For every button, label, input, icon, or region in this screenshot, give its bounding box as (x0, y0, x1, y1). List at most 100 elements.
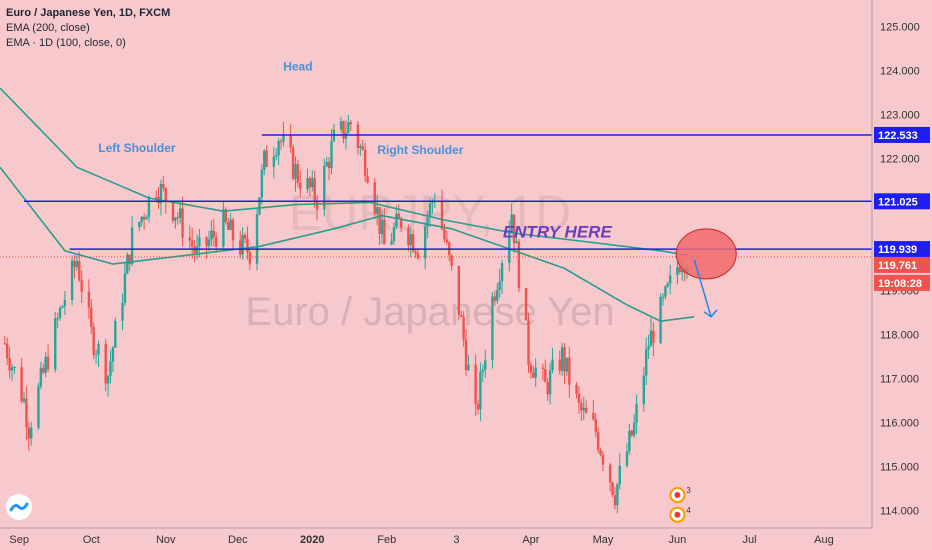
candle-body (390, 240, 393, 245)
candle-body (39, 367, 43, 387)
candle-body (73, 260, 76, 268)
candle-body (162, 184, 165, 189)
candle-body (70, 260, 74, 301)
candle-body (114, 320, 117, 348)
candle-body (676, 267, 679, 276)
candle-body (496, 289, 499, 301)
level-price-tag: 119.939 (878, 244, 917, 256)
candle-body (373, 182, 376, 214)
candle-body (282, 134, 285, 142)
symbol-title[interactable]: Euro / Japanese Yen, 1D, FXCM (6, 7, 171, 19)
y-tick-label: 124.000 (880, 65, 920, 77)
candle-body (330, 141, 333, 169)
candle-body (248, 252, 252, 264)
candle-body (291, 147, 295, 179)
pattern-annotation: Left Shoulder (98, 141, 176, 155)
candle-body (440, 201, 444, 230)
x-tick-label: Oct (83, 534, 100, 546)
entry-circle (675, 228, 737, 280)
indicator-ema-200[interactable]: EMA (200, close) (6, 22, 90, 34)
candle-body (147, 196, 151, 218)
candle-body (349, 122, 352, 125)
x-tick-label: Sep (9, 534, 29, 546)
candle-body (392, 227, 396, 241)
candle-body (426, 217, 429, 227)
candle-body (176, 217, 179, 219)
candle-body (647, 346, 650, 350)
candle-body (512, 214, 516, 244)
candle-body (618, 465, 621, 485)
candle-body (78, 261, 81, 281)
candle-body (584, 407, 588, 413)
countdown-tag: 19:08:28 (878, 278, 922, 290)
candle-body (361, 146, 364, 150)
candle-body (90, 307, 93, 327)
candle-body (659, 296, 662, 344)
candle-body (580, 402, 583, 411)
x-tick-label: Dec (228, 534, 248, 546)
candle-body (258, 197, 261, 215)
candle-body (541, 367, 545, 369)
y-tick-label: 122.000 (880, 153, 920, 165)
candle-body (399, 218, 403, 228)
level-price-tag-bg (874, 241, 930, 258)
candle-body (582, 407, 585, 411)
candle-body (325, 161, 328, 166)
chart-legend: Euro / Japanese Yen, 1D, FXCM EMA (200, … (6, 6, 170, 51)
candle-body (678, 267, 682, 273)
x-tick-label: Aug (814, 534, 834, 546)
candle-body (229, 219, 232, 230)
candle-body (484, 360, 487, 370)
y-tick-label: 123.000 (880, 109, 920, 121)
candle-body (669, 275, 672, 284)
candle-body (10, 367, 14, 371)
candle-body (416, 253, 420, 259)
tradingview-logo[interactable] (6, 494, 32, 520)
candle-body (130, 227, 134, 265)
candle-body (344, 132, 348, 139)
candle-body (366, 176, 369, 183)
last-price-tag: 119.761 (878, 260, 917, 272)
candle-body (97, 344, 100, 355)
y-tick-label: 117.000 (880, 373, 919, 385)
candle-body (44, 356, 47, 373)
candle-body (498, 281, 501, 290)
candle-body (126, 254, 129, 274)
candle-body (517, 241, 521, 289)
x-tick-label: 2020 (300, 534, 324, 546)
candle-body (409, 234, 412, 245)
candle-body (632, 422, 636, 436)
candle-body (423, 226, 427, 259)
candle-body (198, 237, 201, 247)
candle-body (491, 296, 494, 361)
candle-body (54, 318, 57, 370)
candle-body (111, 347, 115, 362)
x-tick-label: Feb (377, 534, 396, 546)
candle-body (231, 219, 235, 241)
candle-body (548, 370, 552, 395)
candle-body (222, 209, 225, 247)
candle-body (380, 219, 384, 235)
candle-body (347, 122, 350, 133)
candle-body (532, 372, 535, 378)
candle-body (378, 207, 381, 235)
candle-body (214, 237, 218, 247)
candle-body (661, 296, 665, 298)
candle-body (20, 366, 23, 402)
candle-body (306, 178, 309, 190)
candle-body (13, 366, 16, 368)
candle-body (22, 398, 26, 402)
candle-body (92, 326, 95, 355)
candle-body (241, 234, 244, 255)
indicator-ema-100[interactable]: EMA · 1D (100, close, 0) (6, 37, 126, 49)
event-marker-dot (674, 511, 681, 518)
candle-body (58, 307, 62, 319)
down-arrow-head (703, 309, 718, 318)
level-price-tag-bg (874, 126, 930, 143)
candle-body (263, 150, 266, 171)
candle-body (642, 375, 645, 404)
candle-body (510, 214, 513, 231)
candle-body (339, 121, 343, 130)
